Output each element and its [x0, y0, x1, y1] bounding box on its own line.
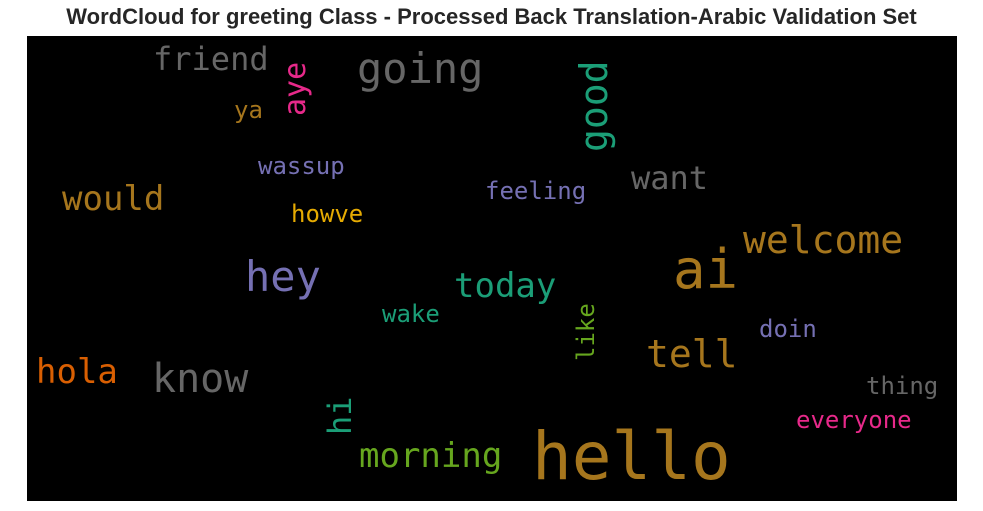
word-tell: tell: [646, 332, 738, 376]
word-doin: doin: [759, 315, 817, 343]
word-aye: aye: [278, 61, 313, 116]
word-hello: hello: [532, 418, 731, 495]
chart-title: WordCloud for greeting Class - Processed…: [66, 4, 917, 29]
word-going: going: [357, 44, 484, 93]
word-would: would: [62, 179, 165, 219]
word-know: know: [152, 356, 249, 402]
word-ya: ya: [234, 96, 263, 124]
word-hola: hola: [36, 352, 118, 392]
word-thing: thing: [866, 372, 939, 400]
word-hi: hi: [321, 396, 359, 435]
word-ai: ai: [673, 238, 739, 301]
word-like: like: [572, 303, 600, 361]
word-wassup: wassup: [258, 152, 345, 180]
word-today: today: [454, 266, 557, 306]
word-welcome: welcome: [743, 218, 904, 262]
word-wake: wake: [382, 300, 440, 328]
word-cloud: hello ai welcome going good friend aye y…: [27, 36, 957, 501]
word-want: want: [631, 159, 709, 197]
word-feeling: feeling: [485, 177, 587, 205]
word-everyone: everyone: [796, 406, 912, 434]
word-hey: hey: [245, 252, 321, 301]
word-good: good: [572, 60, 616, 152]
word-howve: howve: [291, 200, 364, 228]
word-morning: morning: [359, 436, 503, 476]
word-friend: friend: [153, 40, 269, 78]
